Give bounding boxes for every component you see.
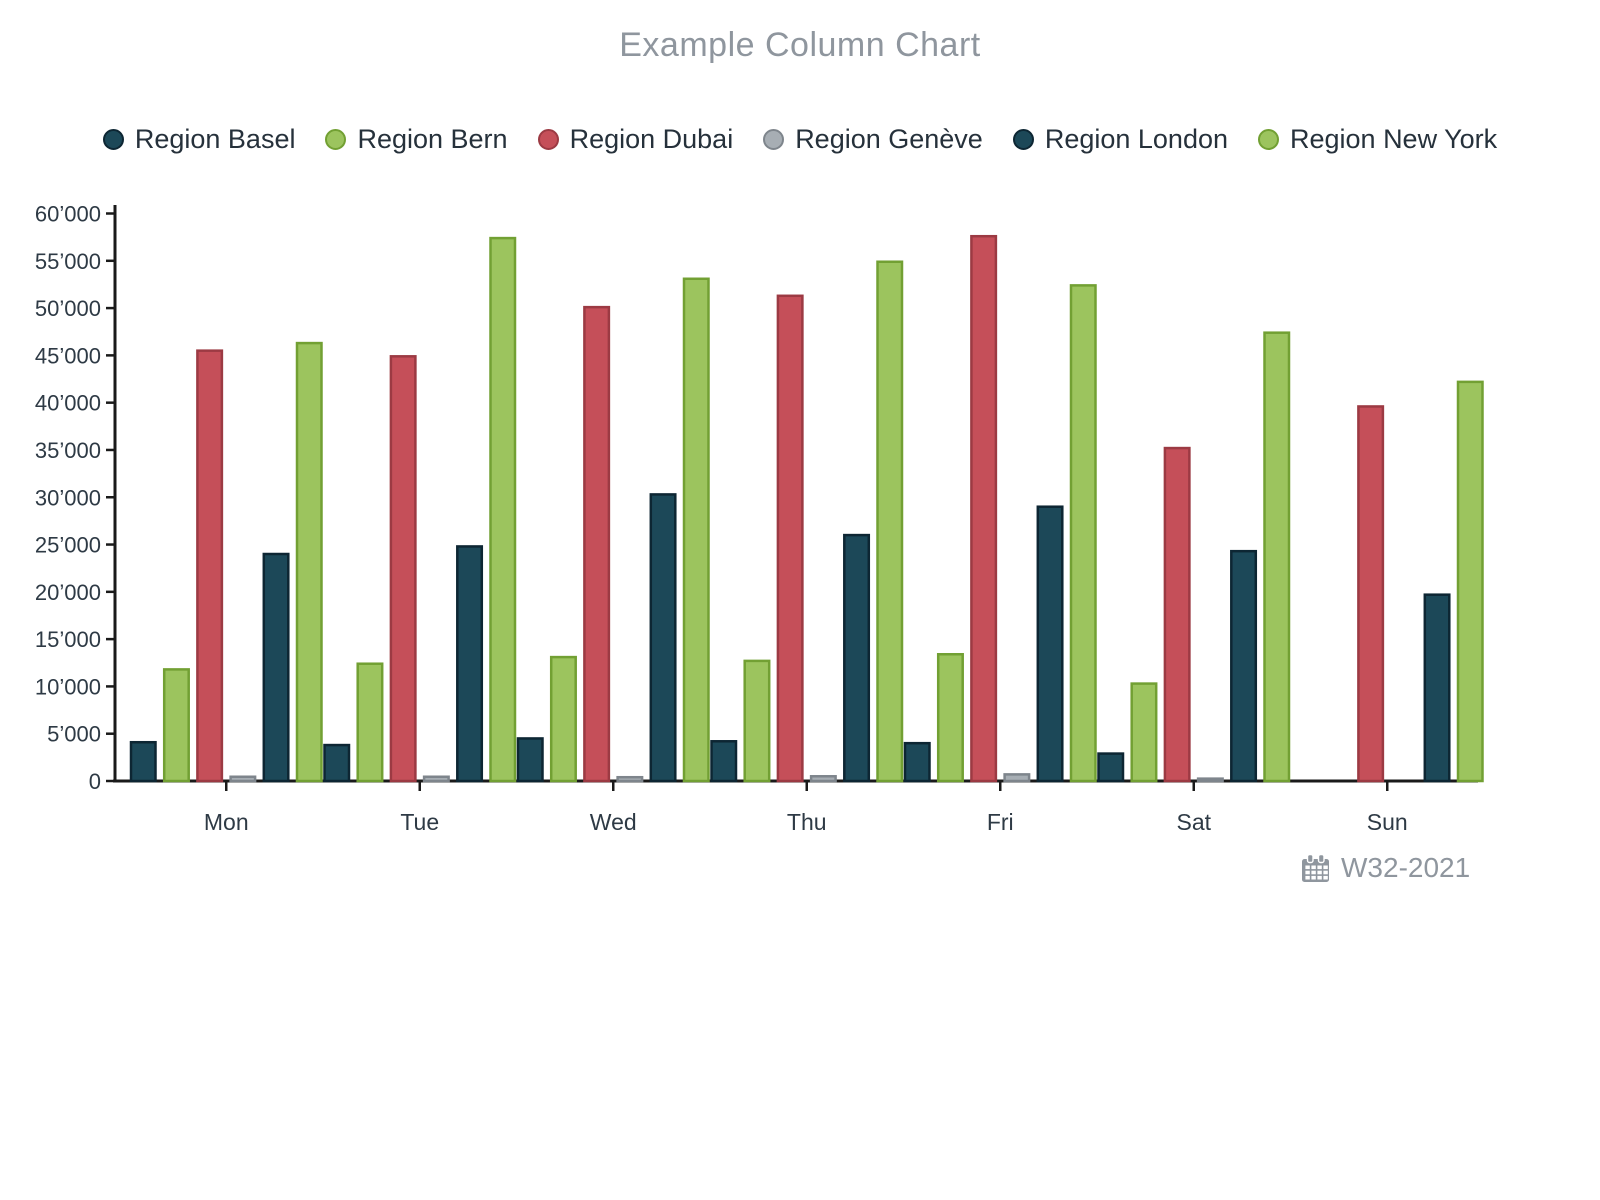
y-axis-label: 20’000 [35, 580, 101, 605]
bar-region-bern-fri[interactable] [936, 653, 964, 783]
legend-item-label: Region London [1044, 124, 1228, 154]
bar-region-bern-tue[interactable] [356, 662, 384, 783]
legend-item-label: Region Genève [795, 124, 983, 154]
y-axis-label: 55’000 [35, 249, 101, 274]
bar-region-genève-tue[interactable] [422, 775, 450, 783]
bar-region-basel-tue[interactable] [323, 743, 351, 783]
legend-item-region-dubai[interactable]: Region Dubai [537, 124, 734, 155]
legend-item-region-basel[interactable]: Region Basel [102, 124, 296, 155]
bar-region-london-sun[interactable] [1423, 593, 1451, 783]
y-axis-label: 50’000 [35, 296, 101, 321]
x-axis-label-tue: Tue [400, 809, 439, 835]
week-footer: W32-2021 [1300, 852, 1470, 884]
legend-item-region-new-york[interactable]: Region New York [1258, 124, 1497, 155]
bar-region-dubai-sat[interactable] [1163, 446, 1191, 783]
legend-dot-icon [537, 129, 559, 150]
y-axis-label: 0 [89, 769, 101, 794]
legend-item-label: Region New York [1290, 124, 1498, 154]
y-axis-label: 25’000 [35, 533, 101, 558]
bar-region-london-mon[interactable] [262, 552, 290, 783]
bar-region-basel-thu[interactable] [710, 740, 738, 783]
calendar-icon [1300, 853, 1331, 884]
x-axis-label-fri: Fri [987, 809, 1014, 835]
bar-region-basel-fri[interactable] [903, 741, 931, 783]
bar-region-basel-mon[interactable] [129, 740, 157, 783]
y-axis-label: 60’000 [35, 202, 101, 227]
legend-dot-icon [1012, 129, 1034, 150]
x-axis-label-sun: Sun [1367, 809, 1408, 835]
bar-region-genève-mon[interactable] [229, 775, 257, 783]
bar-region-london-tue[interactable] [456, 545, 484, 783]
legend-item-label: Region Dubai [569, 124, 734, 154]
bar-region-new-york-thu[interactable] [876, 260, 904, 783]
bar-region-basel-sat[interactable] [1097, 752, 1125, 783]
bar-region-london-thu[interactable] [843, 533, 871, 783]
legend-item-label: Region Basel [134, 124, 296, 154]
legend-item-region-london[interactable]: Region London [1012, 124, 1228, 155]
bar-region-new-york-sun[interactable] [1456, 380, 1484, 783]
x-axis-label-wed: Wed [590, 809, 637, 835]
bar-region-bern-thu[interactable] [743, 659, 771, 783]
y-axis-label: 45’000 [35, 343, 101, 368]
bar-region-dubai-tue[interactable] [389, 355, 417, 783]
legend-item-label: Region Bern [357, 124, 508, 154]
y-axis-label: 35’000 [35, 438, 101, 463]
bar-region-bern-mon[interactable] [162, 668, 190, 783]
bar-region-dubai-fri[interactable] [970, 234, 998, 783]
legend-item-region-genève[interactable]: Region Genève [763, 124, 983, 155]
bar-region-genève-thu[interactable] [809, 775, 837, 783]
bar-region-london-wed[interactable] [649, 493, 677, 783]
bar-region-basel-wed[interactable] [516, 737, 544, 783]
bar-region-dubai-sun[interactable] [1357, 405, 1385, 783]
bar-region-new-york-tue[interactable] [489, 236, 517, 783]
x-axis-label-sat: Sat [1176, 809, 1211, 835]
y-axis-label: 10’000 [35, 674, 101, 699]
bar-region-new-york-mon[interactable] [295, 341, 323, 783]
bar-region-london-fri[interactable] [1036, 505, 1064, 783]
bar-region-genève-sat[interactable] [1196, 777, 1224, 783]
y-axis-label: 15’000 [35, 627, 101, 652]
legend-item-region-bern[interactable]: Region Bern [325, 124, 508, 155]
chart-legend: Region Basel Region Bern Region Dubai Regio… [0, 124, 1600, 155]
bar-region-dubai-thu[interactable] [776, 294, 804, 783]
legend-dot-icon [763, 129, 785, 150]
bar-region-bern-wed[interactable] [549, 655, 577, 783]
bar-region-genève-wed[interactable] [616, 775, 644, 783]
bar-region-dubai-wed[interactable] [583, 305, 611, 783]
page-title: Example Column Chart [619, 26, 981, 64]
week-label: W32-2021 [1341, 852, 1471, 883]
legend-dot-icon [325, 129, 347, 150]
bar-region-new-york-sat[interactable] [1263, 331, 1291, 783]
y-axis-label: 5’000 [47, 722, 101, 747]
bar-region-new-york-fri[interactable] [1069, 284, 1097, 783]
bar-region-dubai-mon[interactable] [196, 349, 224, 783]
x-axis-label-mon: Mon [204, 809, 249, 835]
y-axis-label: 30’000 [35, 485, 101, 510]
bar-region-london-sat[interactable] [1230, 549, 1258, 783]
bar-region-new-york-wed[interactable] [682, 277, 710, 783]
column-chart: 0 5’000 10’000 15’000 20’000 25’000 30’000 35’0… [35, 202, 1484, 835]
bar-region-genève-fri[interactable] [1003, 773, 1031, 783]
legend-dot-icon [102, 129, 124, 150]
x-axis-label-thu: Thu [787, 809, 827, 835]
legend-dot-icon [1258, 129, 1279, 150]
y-axis-label: 40’000 [35, 391, 101, 416]
bar-region-bern-sat[interactable] [1130, 682, 1158, 783]
